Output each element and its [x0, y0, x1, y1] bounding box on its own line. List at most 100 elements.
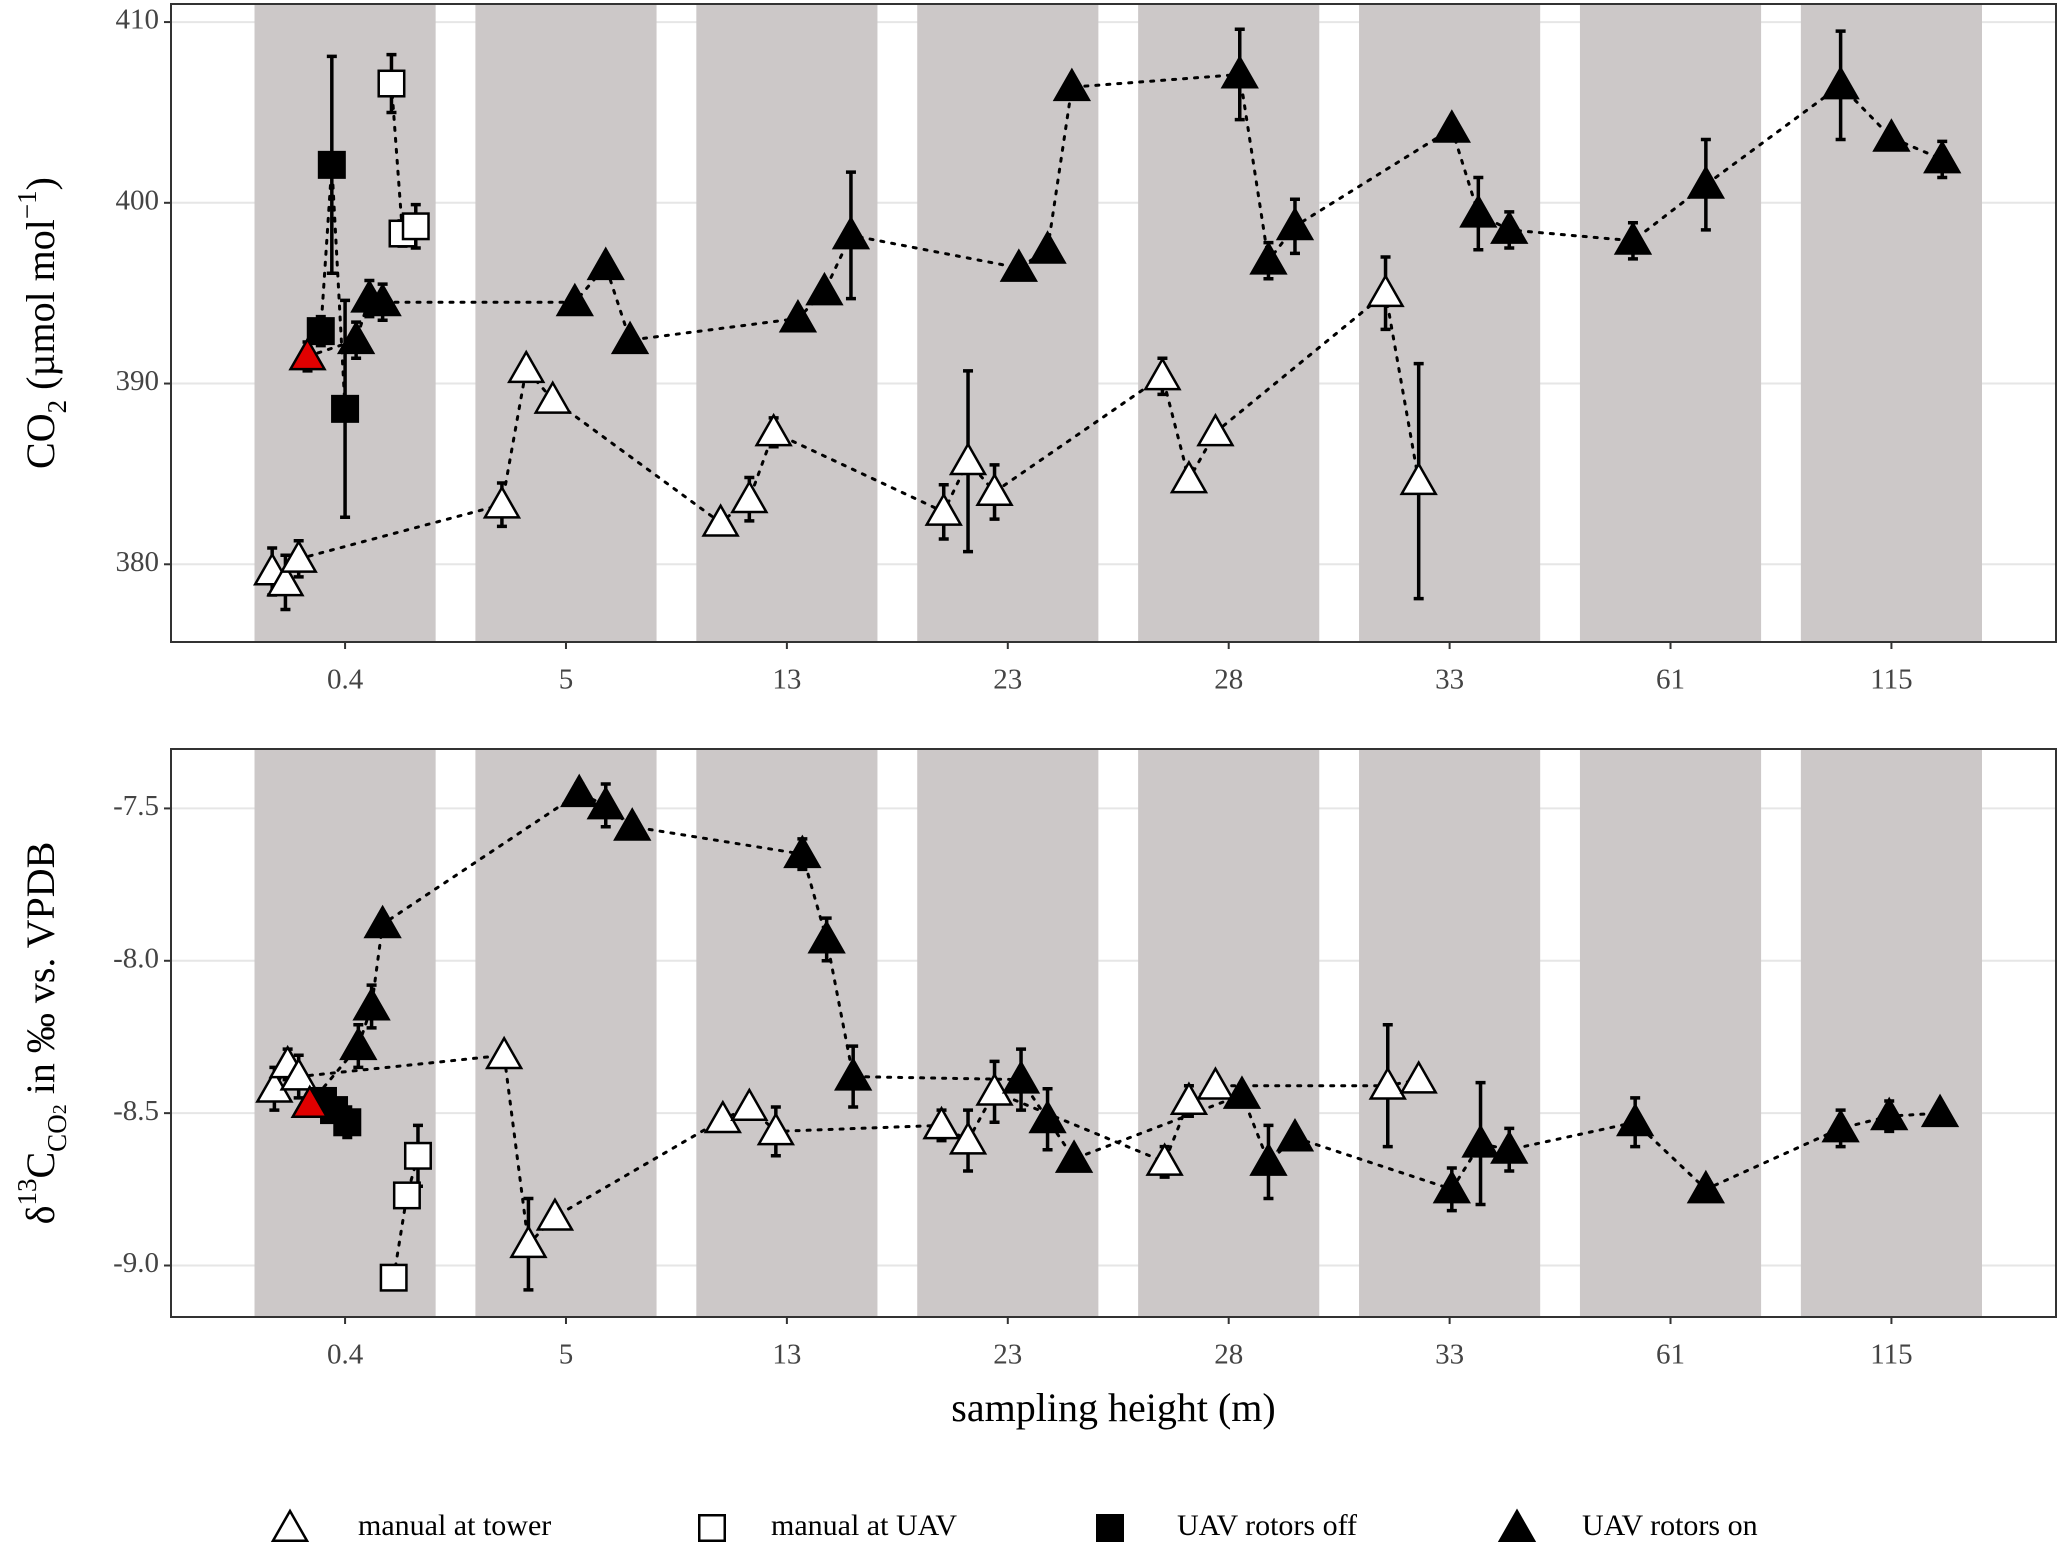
point [379, 1263, 408, 1292]
point [266, 562, 305, 597]
point [613, 807, 652, 841]
point [778, 298, 818, 333]
point [834, 1057, 873, 1091]
point [1432, 1169, 1471, 1204]
point [279, 1057, 318, 1091]
height-band [917, 749, 1099, 1317]
x-tick-label: 115 [1870, 664, 1912, 696]
point [279, 539, 318, 573]
point [1821, 65, 1860, 100]
y-axis-title-part: in ‰ vs. VPDB [18, 842, 63, 1105]
point [1001, 1060, 1041, 1094]
height-band [917, 4, 1099, 642]
y-tick-label: 410 [116, 4, 160, 36]
point [1028, 1099, 1067, 1134]
point [482, 485, 522, 519]
point [948, 441, 988, 476]
y-axis-title: CO2 (µmol mol−1) [12, 177, 72, 469]
y-axis-title-part: −1 [12, 190, 42, 219]
point [1222, 1075, 1262, 1109]
y-axis-title-part: C [18, 1152, 63, 1179]
point [948, 1121, 988, 1155]
point [730, 1087, 769, 1122]
height-band [1138, 749, 1320, 1317]
point [922, 1105, 961, 1140]
point [533, 380, 572, 414]
point [1872, 118, 1911, 152]
y-axis-title-part: δ [18, 1206, 63, 1225]
x-tick-label: 23 [993, 664, 1022, 696]
y-tick-label: -8.0 [113, 942, 159, 974]
x-tick-label: 33 [1435, 1339, 1464, 1371]
height-band [1579, 4, 1762, 642]
point [805, 271, 844, 306]
x-tick-label: 33 [1435, 664, 1464, 696]
point [288, 336, 327, 371]
series-line [306, 72, 1944, 358]
point [507, 349, 546, 384]
point [1054, 1139, 1094, 1173]
x-tick-label: 28 [1214, 1339, 1243, 1371]
y-tick-label: -8.5 [113, 1095, 159, 1127]
point [1196, 1066, 1235, 1100]
point [377, 69, 406, 98]
y-tick-label: 380 [116, 546, 160, 578]
legend-marker [1096, 1514, 1124, 1542]
point [336, 320, 376, 355]
legend-label: UAV rotors off [1177, 1509, 1357, 1542]
x-tick-label: 13 [772, 664, 801, 696]
point [701, 503, 740, 537]
point [1028, 230, 1067, 264]
point [831, 215, 871, 250]
point [1366, 273, 1405, 308]
point [975, 1072, 1014, 1106]
plot-frame [170, 3, 2057, 643]
y-axis-title-part: 13 [12, 1179, 42, 1206]
y-tick-label: -7.5 [113, 790, 159, 822]
point [924, 492, 963, 526]
y-axis-title-part: (µmol mol [18, 219, 63, 400]
point [1613, 221, 1653, 255]
point [586, 246, 625, 281]
legend-label: UAV rotors on [1582, 1509, 1758, 1542]
point [730, 479, 769, 514]
point [363, 904, 402, 939]
series-line [308, 791, 1942, 1192]
point [401, 212, 430, 241]
point [484, 1035, 524, 1070]
y-axis-title-part: 2 [49, 1104, 71, 1114]
point [1145, 1142, 1184, 1176]
x-tick-label: 23 [993, 1339, 1022, 1371]
y-axis-title: δ13CCO2 in ‰ vs. VPDB [12, 842, 72, 1225]
point [1923, 139, 1962, 174]
point [555, 282, 594, 317]
y-axis-title-part: ) [18, 177, 63, 190]
point [1169, 459, 1209, 494]
point [1399, 1060, 1438, 1094]
y-axis-title-part: 2 [42, 400, 72, 414]
plot-frame [170, 748, 2057, 1318]
point [1196, 412, 1235, 447]
y-tick-label: -9.0 [113, 1247, 159, 1279]
x-tick-label: 115 [1870, 1339, 1912, 1371]
x-tick-label: 5 [559, 1339, 574, 1371]
point [1220, 54, 1259, 89]
point [1686, 165, 1726, 199]
y-tick-label: 390 [116, 365, 160, 397]
height-band [1359, 4, 1541, 642]
point [392, 1181, 421, 1210]
plot-background [171, 4, 2056, 642]
plot-background [171, 749, 2056, 1317]
legend-label: manual at tower [358, 1509, 551, 1542]
point [535, 1197, 575, 1231]
point [1052, 67, 1092, 102]
legend-marker [1497, 1508, 1537, 1542]
point [1870, 1096, 1909, 1131]
x-tick-label: 5 [559, 664, 574, 696]
point [586, 785, 625, 820]
point [317, 150, 346, 179]
point [339, 1026, 378, 1061]
height-band [1579, 749, 1762, 1317]
height-band [254, 749, 436, 1317]
point [363, 282, 402, 317]
